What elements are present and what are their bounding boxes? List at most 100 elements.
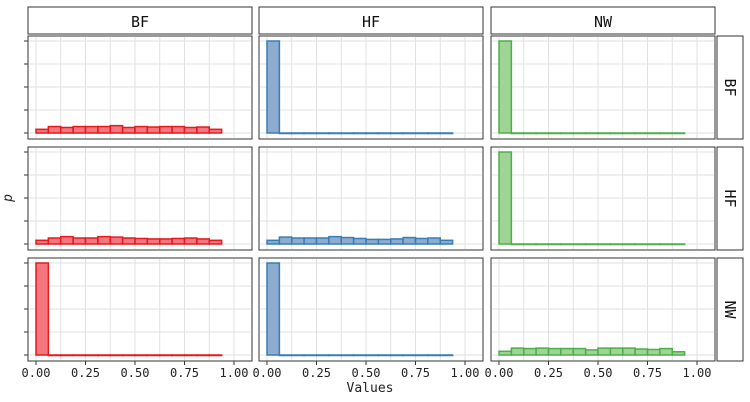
histogram-bar	[303, 237, 318, 245]
histogram-bar	[427, 132, 441, 135]
histogram-bar	[315, 237, 330, 245]
histogram-bar	[523, 132, 537, 135]
histogram-bar	[328, 235, 342, 245]
histogram-bar	[291, 237, 305, 245]
x-tick-label: 1.00	[220, 366, 249, 380]
histogram-bar	[60, 354, 74, 357]
histogram-bar	[303, 354, 318, 357]
histogram-bar	[390, 132, 404, 135]
panel-bf-bf	[27, 35, 253, 140]
histogram-bar	[72, 237, 87, 245]
x-tick-label: 0.75	[401, 366, 430, 380]
histogram-bar	[60, 126, 74, 134]
histogram-bar	[171, 237, 186, 245]
histogram-bar	[609, 243, 624, 246]
histogram-bar	[535, 243, 550, 246]
y-axis-title: p	[1, 194, 16, 203]
histogram-bar	[535, 347, 550, 356]
panel-nw-bf	[27, 257, 253, 362]
histogram-bar	[634, 243, 649, 246]
histogram-bar	[208, 354, 223, 357]
histogram-bar	[84, 125, 99, 134]
x-axis-title: Values	[347, 381, 394, 396]
histogram-bar	[208, 128, 223, 134]
x-tick-label: 0.00	[253, 366, 282, 380]
histogram-bar	[560, 243, 574, 246]
panels-layer: BF HF NW BF HF NW 0.00 0.25 0.50 0.75 1.00 0.00 0.25…	[22, 6, 744, 380]
histogram-bar	[609, 132, 624, 135]
histogram-bar	[572, 132, 587, 135]
col-strip-label-nw: NW	[594, 13, 613, 31]
histogram-bar	[547, 347, 562, 356]
histogram-bar	[597, 132, 612, 135]
histogram-bar	[183, 126, 198, 134]
histogram-bar	[291, 132, 305, 135]
histogram-bar	[671, 243, 686, 246]
histogram-bar	[510, 243, 525, 246]
histogram-bar	[498, 350, 513, 356]
histogram-bar	[60, 235, 74, 245]
histogram-bar	[560, 347, 574, 356]
histogram-bar	[622, 347, 636, 356]
col-strip-nw	[490, 6, 716, 35]
col-strip-hf	[258, 6, 484, 35]
histogram-bar	[523, 347, 537, 356]
histogram-bar	[622, 243, 636, 246]
histogram-bar	[547, 243, 562, 246]
col-strip-label-hf: HF	[362, 13, 380, 31]
histogram-bar	[266, 262, 281, 356]
histogram-bar	[266, 239, 281, 245]
x-tick-label: 0.75	[170, 366, 199, 380]
histogram-bar	[171, 125, 186, 134]
histogram-bar	[439, 132, 454, 135]
histogram-bar	[171, 354, 186, 357]
histogram-bar	[352, 132, 367, 135]
x-tick-label: 0.25	[534, 366, 563, 380]
histogram-bar	[510, 132, 525, 135]
histogram-bar	[121, 354, 136, 357]
histogram-bar	[134, 125, 149, 134]
histogram-bar	[498, 151, 513, 245]
histogram-bar	[340, 132, 355, 135]
histogram-bar	[523, 243, 537, 246]
histogram-bar	[35, 239, 50, 245]
x-tick-label: 0.25	[71, 366, 100, 380]
histogram-bar	[597, 243, 612, 246]
histogram-bar	[340, 354, 355, 357]
histogram-bar	[159, 125, 173, 134]
histogram-bar	[97, 354, 111, 357]
histogram-bar	[109, 354, 124, 357]
histogram-bar	[278, 132, 293, 135]
histogram-bar	[609, 347, 624, 356]
histogram-bar	[278, 354, 293, 357]
histogram-bar	[121, 126, 136, 134]
histogram-bar	[646, 243, 661, 246]
histogram-bar	[303, 132, 318, 135]
histogram-bar	[72, 354, 87, 357]
histogram-bar	[584, 132, 599, 135]
col-strip-label-bf: BF	[131, 13, 149, 31]
histogram-bar	[427, 354, 441, 357]
histogram-bar	[439, 239, 454, 245]
x-tick-label: 0.00	[22, 366, 51, 380]
row-strip-label-nw: NW	[721, 300, 739, 319]
histogram-bar	[547, 132, 562, 135]
panel-hf-hf	[258, 146, 484, 251]
histogram-bar	[659, 243, 673, 246]
histogram-bar	[196, 238, 210, 245]
histogram-bar	[196, 354, 210, 357]
histogram-bar	[72, 125, 87, 134]
histogram-bar	[390, 238, 404, 245]
histogram-bar	[146, 238, 161, 245]
x-tick-label: 0.50	[121, 366, 150, 380]
histogram-bar	[208, 239, 223, 245]
histogram-bar	[365, 132, 380, 135]
histogram-bar	[377, 354, 392, 357]
histogram-bar	[646, 132, 661, 135]
panel-bf-hf	[258, 35, 484, 140]
histogram-bar	[439, 354, 454, 357]
histogram-bar	[365, 354, 380, 357]
histogram-bar	[414, 132, 429, 135]
histogram-bar	[109, 124, 124, 134]
histogram-bar	[84, 237, 99, 245]
